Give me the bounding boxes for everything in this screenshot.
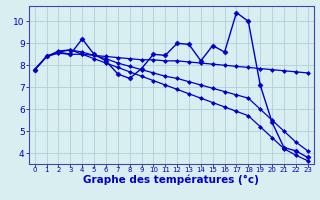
X-axis label: Graphe des températures (°c): Graphe des températures (°c) xyxy=(83,175,259,185)
